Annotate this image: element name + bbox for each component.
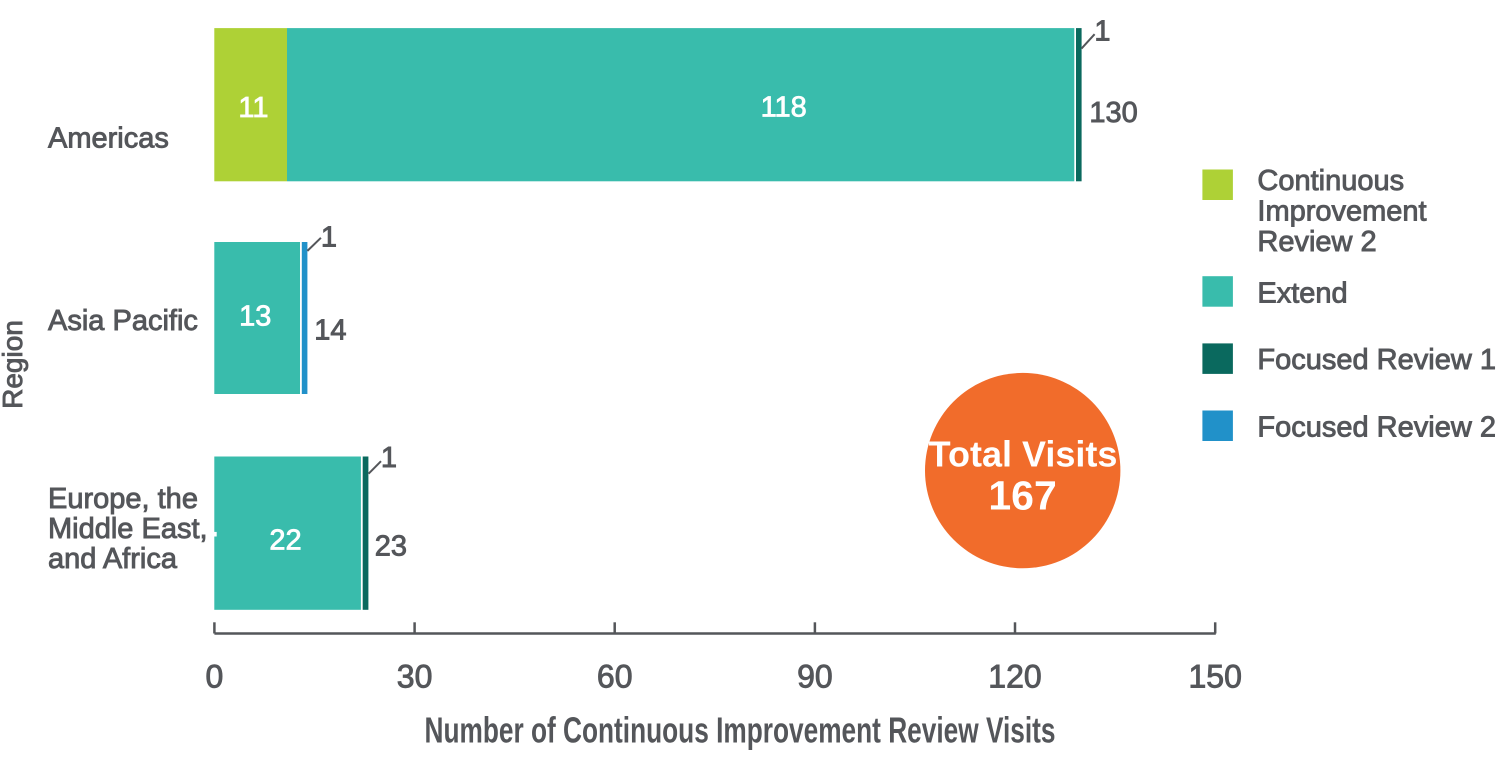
svg-text:23: 23 — [375, 531, 407, 563]
svg-text:Focused Review 2: Focused Review 2 — [1257, 411, 1496, 443]
svg-text:120: 120 — [988, 659, 1041, 695]
svg-text:1: 1 — [321, 222, 337, 254]
svg-text:150: 150 — [1189, 659, 1242, 695]
svg-text:118: 118 — [761, 92, 807, 124]
svg-text:11: 11 — [238, 92, 268, 124]
svg-text:Number of Continuous Improveme: Number of Continuous Improvement Review … — [425, 710, 1056, 751]
svg-text:60: 60 — [597, 659, 633, 695]
svg-text:Focused Review 1: Focused Review 1 — [1257, 344, 1496, 376]
svg-text:Improvement: Improvement — [1257, 196, 1426, 228]
svg-text:0: 0 — [206, 659, 224, 695]
svg-text:130: 130 — [1089, 97, 1137, 129]
svg-text:Europe, the: Europe, the — [48, 483, 198, 515]
svg-text:1: 1 — [1094, 16, 1110, 48]
svg-text:1: 1 — [381, 442, 397, 474]
svg-text:13: 13 — [239, 301, 271, 333]
svg-text:22: 22 — [269, 525, 301, 557]
svg-text:Continuous: Continuous — [1257, 165, 1404, 197]
svg-text:Extend: Extend — [1257, 278, 1347, 310]
svg-text:Review 2: Review 2 — [1257, 226, 1376, 258]
svg-text:Total Visits: Total Visits — [929, 434, 1118, 475]
svg-text:90: 90 — [797, 659, 833, 695]
svg-text:Middle East,: Middle East, — [48, 513, 208, 545]
svg-text:Asia Pacific: Asia Pacific — [48, 305, 198, 337]
svg-text:167: 167 — [988, 473, 1056, 519]
svg-text:14: 14 — [314, 315, 346, 347]
svg-text:Americas: Americas — [48, 123, 169, 155]
svg-text:and Africa: and Africa — [48, 543, 178, 575]
svg-text:30: 30 — [397, 659, 433, 695]
svg-text:Region: Region — [0, 320, 28, 409]
